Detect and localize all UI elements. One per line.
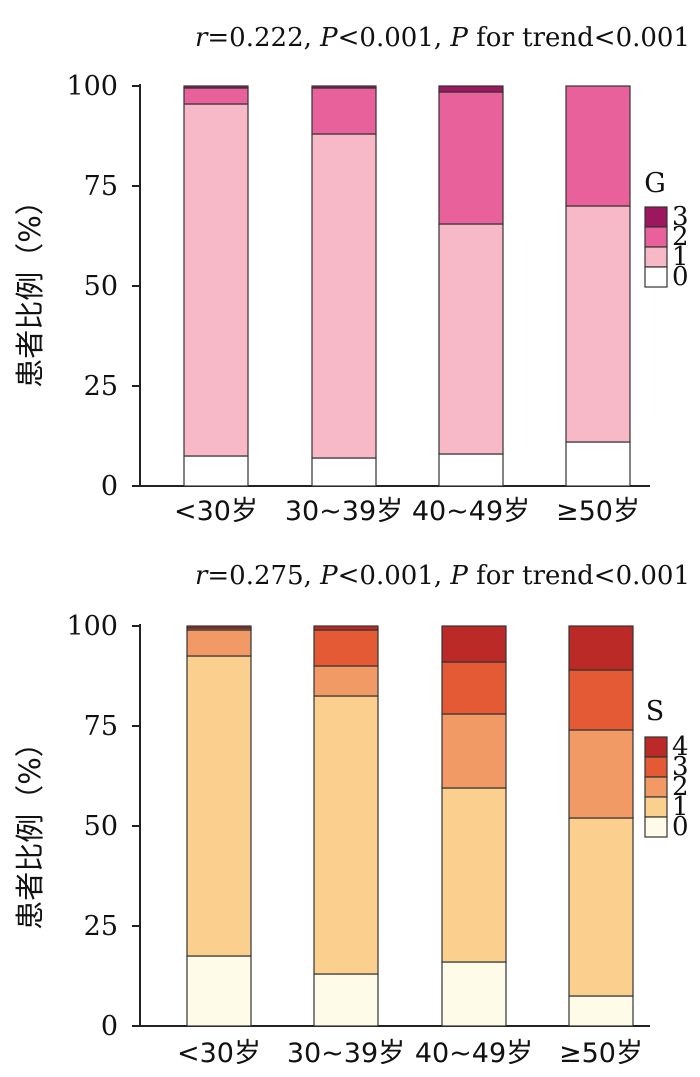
y-tick-label: 75 [84,711,118,742]
stat-symbol: P [449,23,468,53]
y-axis-label: 患者比例（%） [13,186,47,388]
bar-segment-4 [314,626,378,630]
chart-panel-s: r=0.275, P<0.001, P for trend<0.001 0 25 50… [13,561,690,1069]
legend-label: 0 [672,812,689,842]
bar-segment-1 [187,656,251,956]
x-tick-label: ≥50岁 [556,496,640,527]
bar-segment-3 [184,86,248,88]
y-tick-label: 50 [84,811,118,842]
bar-segment-0 [442,962,506,1026]
x-tick-label: ≥50岁 [559,1038,643,1069]
bar-segment-1 [184,104,248,456]
bar-segment-4 [569,626,633,670]
bar-segment-2 [442,714,506,788]
bar-segment-2 [566,86,630,206]
legend-label: 0 [672,262,689,292]
stat-symbol: P [319,23,338,53]
bar-segment-4 [187,626,251,628]
stat-symbol: P [449,561,468,591]
stat-value: for trend<0.001 [468,561,690,591]
bar-segment-3 [569,670,633,730]
bar-segment-0 [312,458,376,486]
y-axis-label: 患者比例（%） [13,728,47,930]
stat-value: <0.001, [338,561,451,591]
legend-swatch [645,247,667,267]
bar-segment-1 [439,224,503,454]
bar-segment-3 [442,662,506,714]
legend-title: G [644,168,666,199]
bar-segment-0 [439,454,503,486]
x-tick-label: 30~39岁 [287,1038,405,1069]
x-tick-label: <30岁 [177,1038,261,1069]
bar-segment-0 [569,996,633,1026]
y-tick-label: 25 [84,371,118,402]
y-tick-label: 50 [84,271,118,302]
bar-segment-1 [314,696,378,974]
stat-value: for trend<0.001 [468,23,690,53]
stats-annotation: r=0.275, P<0.001, P for trend<0.001 [195,561,690,591]
bar-segment-1 [442,788,506,962]
legend-swatch [645,757,667,777]
stat-value: =0.222, [207,23,320,53]
bar-segment-0 [314,974,378,1026]
x-tick-label: <30岁 [174,496,258,527]
stat-symbol: P [319,561,338,591]
y-tick-label: 0 [101,471,118,502]
bar-segment-2 [184,88,248,104]
bar-segment-2 [187,630,251,656]
legend-swatch [645,267,667,287]
bar-segment-1 [569,818,633,996]
y-tick-label: 0 [101,1011,118,1042]
bar-segment-0 [187,956,251,1026]
bar-segment-2 [312,88,376,134]
bar-segment-1 [312,134,376,458]
x-tick-label: 40~49岁 [412,496,530,527]
bar-segment-2 [314,666,378,696]
bar-segment-2 [569,730,633,818]
bar-segment-0 [184,456,248,486]
bar-segment-1 [566,206,630,442]
legend-swatch [645,227,667,247]
bar-segment-4 [442,626,506,662]
stat-value: =0.275, [207,561,320,591]
legend-swatch [645,777,667,797]
legend-swatch [645,737,667,757]
bar-segment-3 [439,86,503,92]
legend-title: S [646,696,665,727]
stats-annotation: r=0.222, P<0.001, P for trend<0.001 [195,23,690,53]
y-tick-label: 100 [66,71,118,102]
y-tick-label: 100 [66,611,118,642]
x-tick-label: 40~49岁 [415,1038,533,1069]
stat-value: <0.001, [338,23,451,53]
bar-segment-3 [312,86,376,88]
y-tick-label: 75 [84,171,118,202]
y-tick-label: 25 [84,911,118,942]
bar-segment-2 [439,92,503,224]
chart-panel-g: r=0.222, P<0.001, P for trend<0.001 0 25 50… [13,23,690,527]
legend-swatch [645,817,667,837]
legend-swatch [645,207,667,227]
stacked-bar-charts: r=0.222, P<0.001, P for trend<0.001 0 25 50… [0,0,700,1077]
x-tick-label: 30~39岁 [285,496,403,527]
legend-swatch [645,797,667,817]
bar-segment-0 [566,442,630,486]
bar-segment-3 [314,630,378,666]
